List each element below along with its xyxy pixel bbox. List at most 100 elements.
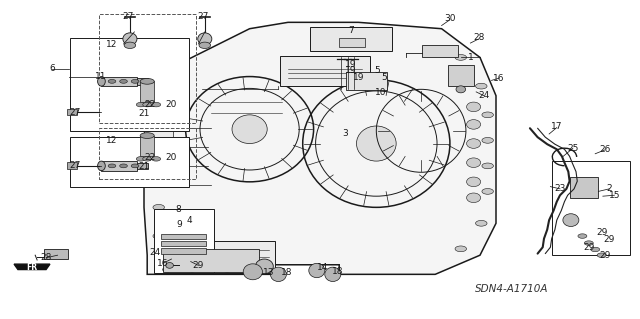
- Ellipse shape: [232, 115, 268, 144]
- Circle shape: [455, 246, 467, 252]
- Bar: [137, 78, 148, 85]
- Text: FR: FR: [26, 263, 38, 271]
- Text: 7: 7: [348, 26, 353, 35]
- Text: 4: 4: [187, 216, 192, 225]
- Text: 19: 19: [345, 66, 356, 75]
- Bar: [67, 109, 77, 115]
- Text: 29: 29: [599, 251, 611, 260]
- Text: 5: 5: [375, 66, 380, 75]
- Bar: [346, 72, 387, 90]
- Ellipse shape: [199, 42, 211, 48]
- Circle shape: [152, 157, 161, 161]
- Ellipse shape: [467, 177, 481, 187]
- Text: 21: 21: [138, 109, 150, 118]
- Text: 19: 19: [353, 73, 365, 82]
- Text: 24: 24: [478, 91, 490, 100]
- Ellipse shape: [467, 120, 481, 129]
- Text: 30: 30: [444, 14, 456, 23]
- Text: 22: 22: [144, 100, 156, 109]
- Text: 16: 16: [493, 74, 505, 83]
- Ellipse shape: [467, 193, 481, 203]
- Circle shape: [187, 267, 197, 272]
- Bar: [99, 14, 196, 123]
- Ellipse shape: [467, 158, 481, 167]
- Ellipse shape: [97, 161, 105, 171]
- Text: 27: 27: [70, 161, 81, 170]
- Bar: [161, 248, 206, 254]
- Text: 8: 8: [175, 205, 180, 214]
- Bar: [67, 162, 77, 169]
- Circle shape: [591, 247, 600, 252]
- Ellipse shape: [356, 126, 396, 161]
- Bar: [137, 163, 148, 169]
- Text: 28: 28: [473, 33, 484, 42]
- Circle shape: [476, 83, 487, 89]
- Bar: [161, 241, 206, 246]
- Text: 15: 15: [609, 191, 620, 200]
- Text: 22: 22: [144, 153, 156, 162]
- Circle shape: [163, 267, 173, 272]
- Text: 17: 17: [551, 122, 563, 131]
- Bar: [422, 45, 458, 57]
- Bar: [448, 65, 474, 86]
- Ellipse shape: [467, 139, 481, 148]
- Text: 21: 21: [138, 162, 150, 171]
- Text: 1: 1: [468, 53, 474, 62]
- Text: 2: 2: [607, 184, 612, 193]
- Bar: [154, 209, 214, 273]
- Bar: [99, 128, 196, 179]
- Bar: [101, 161, 137, 171]
- Circle shape: [584, 241, 593, 245]
- Bar: [144, 80, 173, 144]
- Circle shape: [153, 204, 164, 210]
- Ellipse shape: [198, 33, 212, 45]
- Circle shape: [131, 164, 139, 168]
- Text: 19: 19: [345, 60, 356, 69]
- Circle shape: [108, 79, 116, 83]
- Bar: [280, 56, 370, 86]
- Text: 28: 28: [40, 253, 52, 262]
- Bar: [140, 136, 154, 156]
- Bar: [140, 81, 154, 102]
- Text: 11: 11: [95, 72, 107, 81]
- Text: 14: 14: [317, 263, 328, 272]
- Circle shape: [222, 267, 232, 272]
- Text: 20: 20: [166, 100, 177, 109]
- Ellipse shape: [166, 263, 173, 268]
- Ellipse shape: [456, 86, 466, 93]
- Bar: [44, 249, 68, 259]
- Circle shape: [455, 55, 467, 60]
- Circle shape: [120, 164, 127, 168]
- Circle shape: [136, 157, 145, 161]
- Text: 27: 27: [122, 12, 134, 21]
- Ellipse shape: [270, 267, 287, 281]
- Bar: [160, 241, 275, 273]
- Circle shape: [482, 189, 493, 194]
- Ellipse shape: [467, 102, 481, 112]
- Ellipse shape: [309, 263, 325, 278]
- Bar: [70, 137, 189, 187]
- Bar: [70, 38, 189, 131]
- Text: 10: 10: [375, 88, 387, 97]
- Ellipse shape: [255, 259, 273, 274]
- Circle shape: [482, 163, 493, 169]
- Text: 12: 12: [106, 136, 118, 145]
- Text: 27: 27: [198, 12, 209, 21]
- Text: SDN4-A1710A: SDN4-A1710A: [476, 284, 548, 294]
- Text: 27: 27: [70, 108, 81, 117]
- Circle shape: [482, 112, 493, 118]
- Circle shape: [153, 86, 164, 92]
- Circle shape: [153, 176, 164, 182]
- Text: 9: 9: [177, 220, 182, 229]
- Circle shape: [143, 157, 152, 161]
- Bar: [552, 161, 630, 255]
- Circle shape: [153, 147, 164, 153]
- Text: 29: 29: [193, 261, 204, 270]
- Circle shape: [482, 137, 493, 143]
- Text: 6: 6: [50, 64, 55, 73]
- Circle shape: [108, 164, 116, 168]
- Text: 25: 25: [567, 144, 579, 153]
- Circle shape: [152, 102, 161, 107]
- Text: 20: 20: [166, 153, 177, 162]
- Bar: [339, 38, 365, 47]
